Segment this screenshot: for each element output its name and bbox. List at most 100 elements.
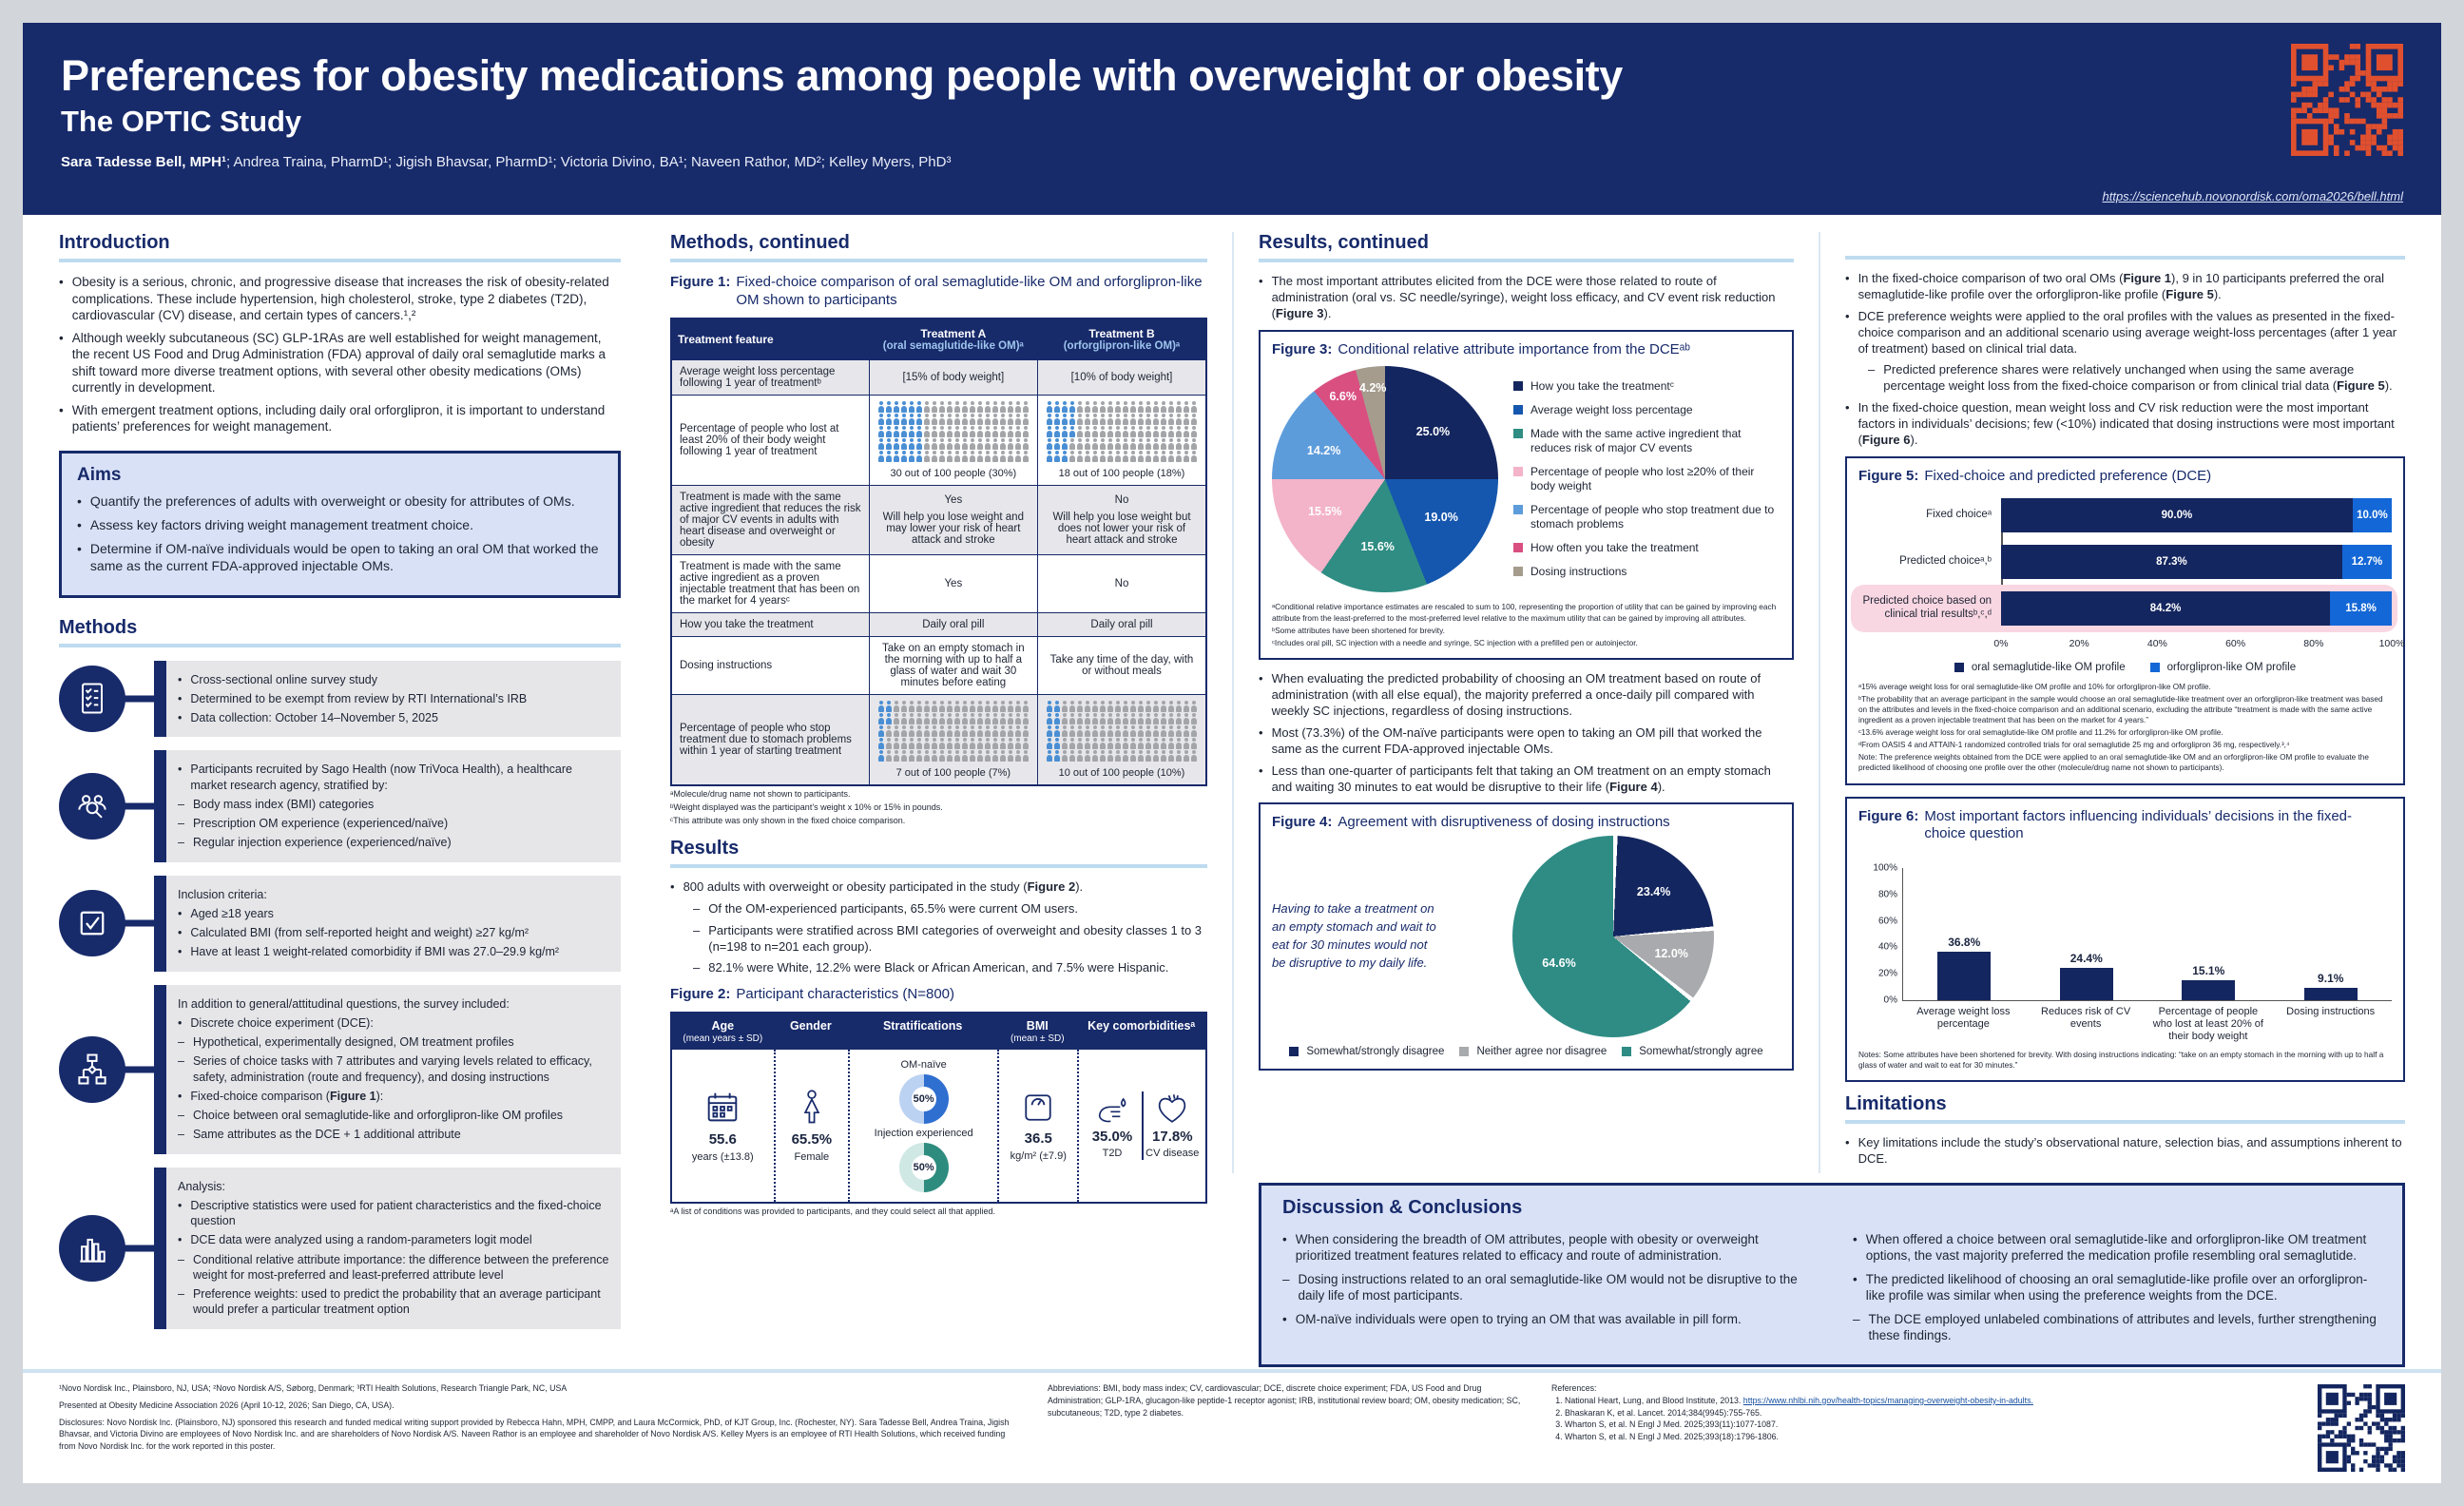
person-icon <box>1129 401 1136 413</box>
person-icon <box>1183 750 1189 762</box>
person-icon <box>908 750 914 762</box>
person-icon <box>991 713 998 724</box>
figure1-footnotes: ᵃMolecule/drug name not shown to partici… <box>670 788 1207 826</box>
person-icon <box>1114 451 1121 462</box>
age-unit: years (±13.8) <box>691 1150 754 1163</box>
person-icon <box>1046 401 1052 413</box>
person-icon <box>1167 701 1174 712</box>
person-icon <box>885 750 892 762</box>
person-icon <box>1167 438 1174 450</box>
person-icon <box>1160 451 1166 462</box>
person-icon <box>893 750 899 762</box>
person-icon <box>1046 438 1052 450</box>
legend-swatch <box>1459 1047 1470 1057</box>
person-icon <box>999 414 1006 425</box>
person-icon <box>915 438 922 450</box>
bullet-marker: • <box>178 1015 183 1030</box>
person-icon <box>999 701 1006 712</box>
person-icon <box>991 426 998 437</box>
person-icon <box>1129 725 1136 737</box>
person-icon <box>1167 426 1174 437</box>
methods-heading: Methods <box>59 616 138 638</box>
person-icon <box>1084 713 1090 724</box>
person-icon <box>1053 738 1060 749</box>
person-icon <box>1053 426 1060 437</box>
person-icon <box>1145 426 1151 437</box>
person-icon <box>1053 750 1060 762</box>
reference-link[interactable]: https://www.nhlbi.nih.gov/health-topics/… <box>1742 1395 2033 1405</box>
bullet-marker: • <box>59 330 64 345</box>
bullet-marker: • <box>77 492 82 509</box>
person-icon <box>923 738 930 749</box>
bar-category-label: Average weight loss percentage <box>1916 1006 2011 1031</box>
treatment-a-cell: [15% of body weight] <box>868 358 1038 396</box>
list-item: • Fixed-choice comparison (Figure 1): <box>178 1089 609 1104</box>
person-icon <box>1022 701 1029 712</box>
person-icon <box>1061 701 1068 712</box>
legend-swatch <box>1513 467 1523 477</box>
person-icon <box>1175 438 1182 450</box>
person-icon <box>915 426 922 437</box>
list-item: – Choice between oral semaglutide-like an… <box>178 1108 609 1123</box>
person-icon <box>1107 438 1113 450</box>
results-heading: Results <box>670 837 740 859</box>
bullet-marker: • <box>59 275 64 289</box>
list-item-text: When offered a choice between oral semag… <box>1865 1231 2367 1264</box>
person-icon <box>938 738 945 749</box>
legend-item: Made with the same active ingredient tha… <box>1513 427 1781 455</box>
text-line: ᵃMolecule/drug name not shown to partici… <box>670 788 851 799</box>
bullet-marker: – <box>693 900 701 916</box>
list-item-text: Data collection: October 14–November 5, … <box>190 711 438 725</box>
person-icon <box>1145 401 1151 413</box>
list-item: • Assess key factors driving weight manag… <box>77 516 603 533</box>
poster-url-link[interactable]: https://sciencehub.novonordisk.com/oma20… <box>2102 189 2403 203</box>
person-icon <box>1114 738 1121 749</box>
bullet-marker: • <box>178 1089 183 1103</box>
list-item-text: Determine if OM-naïve individuals would … <box>89 541 599 574</box>
person-icon <box>923 725 930 737</box>
figure2-body-row: 55.6 years (±13.8) 65.5% Female OM-naïve… <box>672 1050 1205 1202</box>
person-icon <box>984 401 991 413</box>
person-icon <box>1167 401 1174 413</box>
figure4-legend: Somewhat/strongly disagree Neither agree … <box>1272 1045 1781 1058</box>
list-item: • Although weekly subcutaneous (SC) GLP-1… <box>59 330 621 396</box>
person-icon <box>915 738 922 749</box>
person-icon <box>1022 750 1029 762</box>
list-item: • Most (73.3%) of the OM-naïve participan… <box>1259 725 1794 758</box>
person-icon <box>938 701 945 712</box>
person-icon <box>961 701 968 712</box>
person-icon <box>893 701 899 712</box>
person-icon <box>1190 451 1197 462</box>
person-icon <box>1084 451 1090 462</box>
results-continued-bullet: • The most important attributes elicited … <box>1259 274 1794 322</box>
bullet-marker: • <box>1845 400 1850 415</box>
list-item-text: Regular injection experience (experience… <box>192 836 452 850</box>
person-icon <box>885 738 892 749</box>
person-icon <box>1137 713 1144 724</box>
person-icon <box>915 414 922 425</box>
discussion-heading: Discussion & Conclusions <box>1282 1196 1523 1218</box>
legend-swatch <box>1513 381 1523 392</box>
person-icon <box>1007 713 1013 724</box>
person-icon <box>984 701 991 712</box>
person-icon <box>1007 738 1013 749</box>
person-icon <box>1190 713 1197 724</box>
person-icon <box>999 725 1006 737</box>
person-icon <box>931 713 937 724</box>
person-icon <box>1046 725 1052 737</box>
person-icon <box>900 451 907 462</box>
person-icon <box>1046 701 1052 712</box>
person-icon <box>1175 414 1182 425</box>
person-icon <box>946 725 953 737</box>
figure2-gender-cell: 65.5% Female <box>773 1050 849 1202</box>
person-icon <box>1084 438 1090 450</box>
stacked-bar-row: Predicted choice based on clinical trial… <box>1851 584 2397 632</box>
person-icon <box>969 401 975 413</box>
person-icon <box>1152 701 1159 712</box>
person-icon <box>1175 451 1182 462</box>
person-icon <box>1046 426 1052 437</box>
method-box: Inclusion criteria: • Aged ≥18 years • Calcu… <box>154 875 621 972</box>
strat-label-om-naive: OM-naïve <box>900 1059 947 1071</box>
cv-value: 17.8% <box>1152 1128 1193 1145</box>
